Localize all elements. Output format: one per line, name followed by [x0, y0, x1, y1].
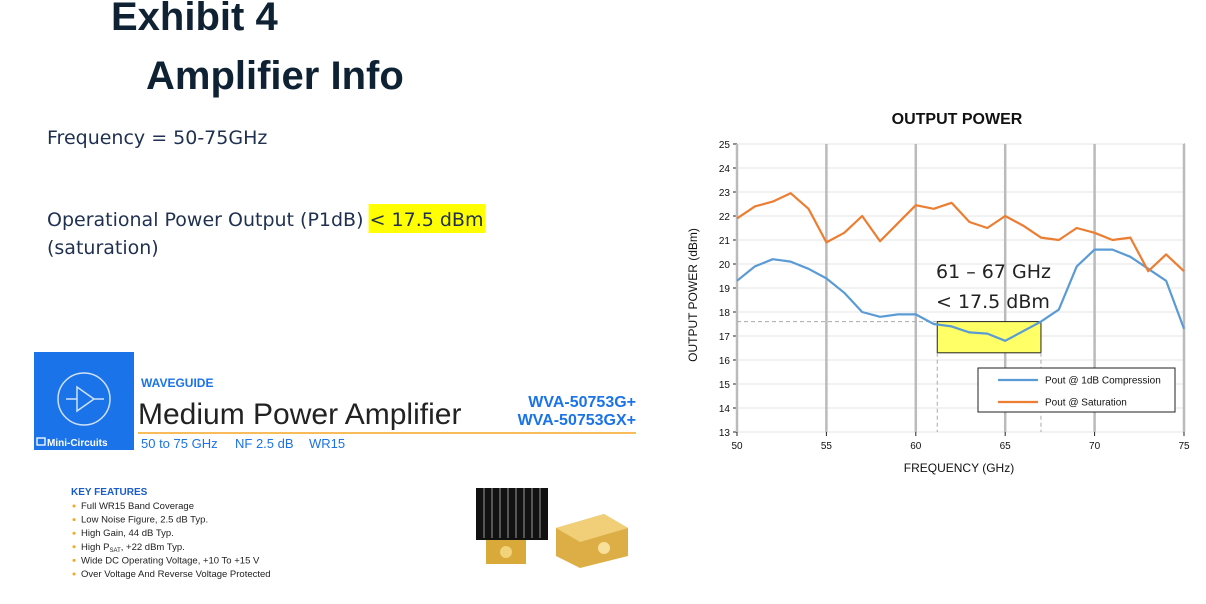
y-tick-label: 24	[719, 164, 731, 175]
x-tick-label: 50	[731, 441, 743, 452]
spec: 50 to 75 GHz	[141, 436, 218, 451]
bullet	[72, 558, 76, 562]
x-tick-label: 60	[910, 441, 922, 452]
y-tick-label: 20	[719, 260, 731, 271]
y-tick-label: 16	[719, 356, 731, 367]
feature: High PSAT, +22 dBm Typ.	[81, 542, 185, 554]
annotation: 61 – 67 GHz	[936, 261, 1051, 283]
power-line: Operational Power Output (P1dB) < 17.5 d…	[47, 209, 483, 231]
category: WAVEGUIDE	[141, 376, 213, 390]
feature-list: Full WR15 Band Coverage Low Noise Figure,…	[72, 501, 271, 580]
x-axis-label: FREQUENCY (GHz)	[904, 461, 1014, 475]
legend-label: Pout @ 1dB Compression	[1045, 376, 1161, 387]
model: WVA-50753G+	[528, 394, 636, 411]
feature: High Gain, 44 dB Typ.	[81, 528, 174, 539]
y-tick-label: 13	[719, 428, 731, 439]
y-tick-label: 25	[719, 140, 731, 151]
frequency: Frequency = 50-75GHz	[47, 127, 267, 149]
feature-sub: SAT	[110, 548, 122, 554]
power-label: Operational Power Output (P1dB)	[47, 209, 364, 231]
model: WVA-50753GX+	[518, 412, 636, 429]
feature: Over Voltage And Reverse Voltage Protect…	[81, 569, 271, 580]
annotation: < 17.5 dBm	[936, 291, 1050, 313]
legend-label: Pout @ Saturation	[1045, 398, 1127, 409]
x-tick-label: 65	[1000, 441, 1012, 452]
feature: Full WR15 Band Coverage	[81, 501, 194, 512]
power-note: (saturation)	[47, 237, 159, 259]
x-tick-label: 75	[1178, 441, 1190, 452]
spec: NF 2.5 dB	[235, 436, 294, 451]
series-line	[736, 192, 1185, 273]
highlight-box	[936, 321, 1042, 354]
y-tick-label: 23	[719, 188, 731, 199]
y-tick-label: 22	[719, 212, 731, 223]
highlight	[368, 204, 486, 233]
series-line	[736, 248, 1186, 342]
title: Exhibit 4	[111, 0, 278, 39]
y-tick-label: 14	[719, 404, 731, 415]
icon	[57, 372, 111, 426]
y-tick-label: 15	[719, 380, 731, 391]
brand-icon	[36, 437, 46, 446]
product-name: Medium Power Amplifier	[138, 398, 461, 431]
bullet	[72, 531, 76, 535]
y-tick-label: 19	[719, 284, 731, 295]
subtitle: Amplifier Info	[146, 54, 404, 98]
bullet	[72, 572, 76, 576]
product-image	[476, 488, 628, 568]
icon	[66, 385, 104, 413]
power-value: < 17.5 dBm	[370, 209, 484, 231]
y-tick-label: 18	[719, 308, 731, 319]
feature: Low Noise Figure, 2.5 dB Typ.	[81, 515, 208, 526]
spec: WR15	[309, 436, 345, 451]
features-title: KEY FEATURES	[71, 487, 148, 498]
y-tick-label: 21	[719, 236, 731, 247]
brand: Mini-Circuits	[47, 438, 108, 449]
feature-part: , +22 dBm Typ.	[121, 542, 185, 553]
feature: Wide DC Operating Voltage, +10 To +15 V	[81, 555, 260, 566]
feature-part: High P	[81, 542, 110, 553]
bullet	[72, 545, 76, 549]
brand-tile	[34, 352, 134, 450]
legend-box	[977, 367, 1176, 413]
x-tick-label: 55	[821, 441, 833, 452]
bullet	[72, 518, 76, 522]
bullet	[72, 504, 76, 508]
chart: OUTPUT POWER FREQUENCY (GHz) OUTPUT POWE…	[686, 111, 1190, 475]
y-axis-label: OUTPUT POWER (dBm)	[686, 228, 700, 362]
x-tick-label: 70	[1089, 441, 1101, 452]
chart-title: OUTPUT POWER	[892, 111, 1023, 128]
y-tick-label: 17	[719, 332, 731, 343]
